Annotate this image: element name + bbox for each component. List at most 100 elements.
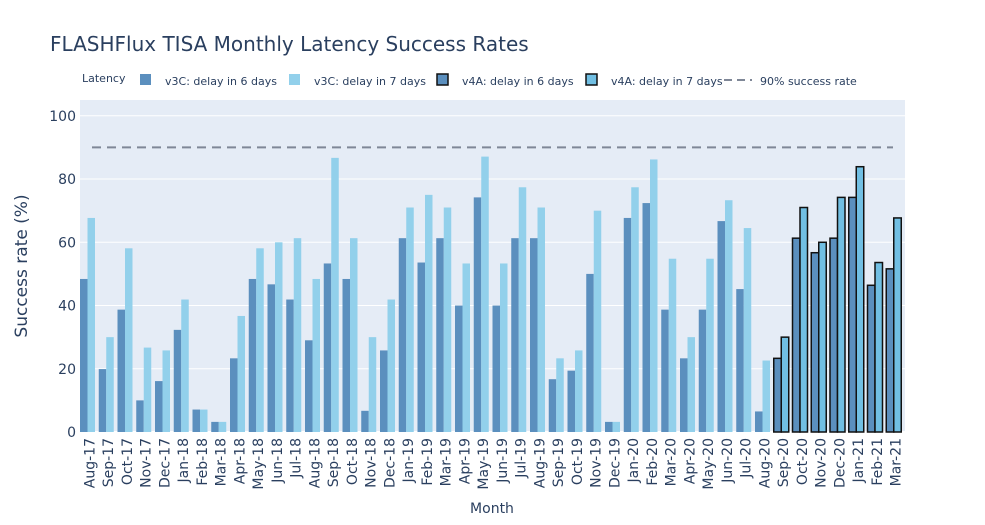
bar-v3c-6d [661,309,669,432]
x-tick-label: May-19 [476,438,492,490]
x-tick-label: Jan-20 [626,438,642,483]
bar-v4a-6d [848,196,857,433]
x-tick-label: May-18 [251,438,267,490]
x-tick-label: Sep-18 [326,438,342,487]
bar-v3c-6d [605,421,613,432]
bar-v3c-6d [755,411,763,432]
legend-label[interactable]: v3C: delay in 6 days [165,75,277,88]
bar-v3c-7d [500,263,508,432]
bar-v3c-7d [350,238,358,432]
bar-v3c-6d [361,410,369,432]
bar-v3c-6d [211,421,219,432]
bar-v3c-6d [492,305,500,432]
bar-v3c-6d [117,309,125,432]
y-tick-label: 40 [58,299,76,315]
bar-v3c-7d [537,207,545,432]
x-tick-label: Feb-21 [870,438,886,486]
bar-v3c-6d [80,278,88,432]
bar-v3c-6d [173,329,182,432]
bar-v3c-7d [668,258,677,432]
bar-v3c-6d [417,262,425,432]
bar-v3c-6d [511,238,519,432]
x-tick-label: Jul-18 [289,438,305,479]
bar-v4a-7d [893,217,902,433]
bar-v3c-7d [593,210,602,432]
bar-v3c-7d [462,263,470,432]
x-tick-label: Feb-20 [645,438,661,486]
bar-v4a-6d [773,357,782,433]
x-tick-label: Aug-17 [82,438,98,488]
bar-v3c-6d [136,400,144,432]
bar-v4a-7d [855,165,865,433]
legend-label[interactable]: v4A: delay in 7 days [611,75,723,88]
bar-v3c-7d [387,299,395,432]
legend[interactable]: Latency v3C: delay in 6 days v3C: delay i… [82,72,857,88]
y-tick-label: 100 [49,109,76,125]
bar-v3c-6d [155,381,163,432]
bar-v4a-6d [885,268,895,433]
legend-label[interactable]: v4A: delay in 6 days [462,75,574,88]
x-axis-ticks: Aug-17 Sep-17 Oct-17 Nov-17 Dec-17 Jan-18 Feb-… [82,438,904,490]
bar-v4a-7d [836,196,846,433]
bar-v3c-7d [650,159,658,433]
bar-v3c-6d [98,369,107,432]
bar-v3c-6d [736,289,744,432]
bar-v3c-7d [368,337,377,432]
bar-v3c-6d [455,305,463,432]
bar-v3c-6d [567,370,575,432]
x-tick-label: Nov-18 [364,438,380,488]
bar-v3c-6d [380,350,388,432]
legend-label[interactable]: 90% success rate [760,75,857,88]
bar-v3c-7d [293,238,302,432]
bar-v3c-7d [725,200,733,432]
x-tick-label: Jul-19 [514,438,530,479]
x-tick-label: Apr-18 [232,438,248,484]
x-tick-label: Nov-19 [589,438,605,488]
y-tick-label: 20 [58,362,76,378]
bar-v3c-6d [623,217,632,432]
x-tick-label: Nov-17 [139,438,155,488]
bar-v3c-7d [425,194,433,432]
x-tick-label: Feb-18 [195,438,211,486]
bar-v3c-7d [762,360,770,432]
legend-swatch [289,74,300,85]
bar-v3c-7d [743,228,752,432]
x-tick-label: Sep-17 [101,438,117,487]
bar-v3c-6d [473,197,482,432]
legend-label[interactable]: v3C: delay in 7 days [314,75,426,88]
y-axis-ticks: 0 20 40 60 80 100 [49,109,76,441]
bars [80,156,902,433]
bar-v3c-7d [312,278,320,432]
bar-v3c-7d [575,350,583,432]
x-tick-label: Feb-19 [420,438,436,486]
bar-v4a-6d [791,237,801,433]
x-tick-label: Mar-19 [439,438,455,486]
bar-v3c-6d [642,203,650,432]
bar-v4a-7d [799,206,809,433]
x-tick-label: Aug-20 [757,438,773,488]
bar-v3c-7d [162,350,170,432]
bar-v3c-6d [548,379,557,432]
x-tick-label: Oct-17 [120,438,136,485]
x-tick-label: Sep-19 [551,438,567,487]
bar-v3c-6d [342,278,350,432]
bar-v3c-6d [586,273,594,432]
bar-v3c-7d [87,217,95,432]
x-tick-label: Jun-18 [270,438,286,484]
y-tick-label: 60 [58,235,76,251]
x-tick-label: Mar-21 [889,438,905,486]
x-tick-label: Mar-20 [664,438,680,486]
x-tick-label: May-20 [701,438,717,490]
x-tick-label: Dec-19 [607,438,623,488]
x-tick-label: Jan-18 [176,438,192,483]
x-tick-label: Sep-20 [776,438,792,487]
x-tick-label: Dec-20 [832,438,848,488]
bar-v3c-6d [305,340,313,432]
bar-v3c-7d [406,207,414,432]
x-tick-label: Jun-20 [720,438,736,484]
bar-v3c-6d [436,238,444,432]
legend-swatch [436,73,449,86]
bar-v3c-7d [218,421,227,432]
